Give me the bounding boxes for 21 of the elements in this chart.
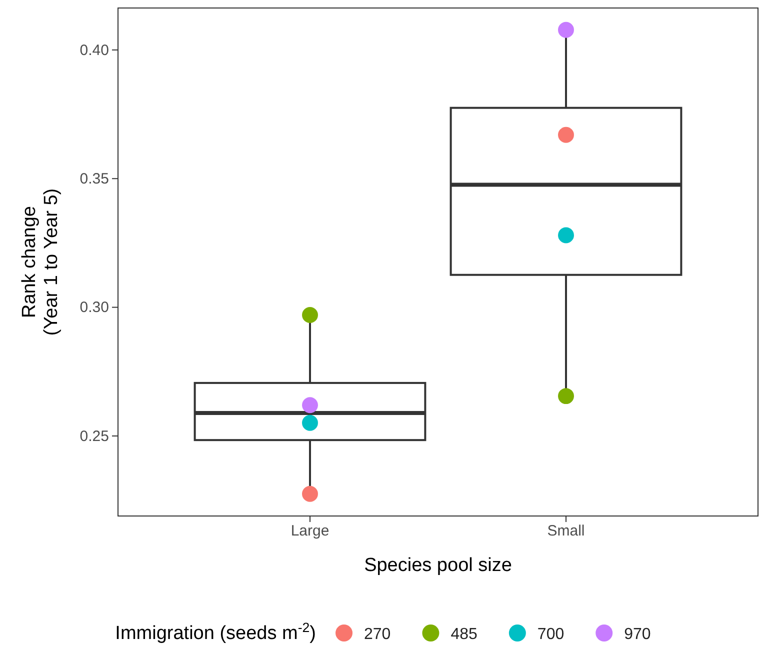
y-tick-label: 0.25 — [80, 428, 109, 445]
legend-label: 485 — [450, 626, 478, 643]
point — [302, 486, 318, 502]
point — [558, 22, 574, 38]
legend-label: 700 — [537, 626, 564, 643]
y-tick-label: 0.30 — [80, 299, 109, 316]
legend-title: Immigration (seeds m$^{-2}$) — [115, 620, 316, 644]
y-axis-title: Rank change (Year 1 to Year 5) — [19, 188, 62, 336]
y-tick-label: 0.35 — [80, 170, 109, 188]
y-tick-label: 0.40 — [80, 42, 109, 59]
x-axis-title: Species pool size — [364, 555, 512, 576]
legend-label: 970 — [624, 626, 651, 643]
point — [302, 397, 318, 414]
x-tick-label: Small — [547, 522, 585, 540]
x-tick-label: Large — [290, 522, 330, 540]
point — [302, 307, 318, 323]
point — [558, 388, 574, 404]
legend-label: 270 — [364, 626, 391, 643]
point — [558, 126, 574, 143]
point — [302, 414, 318, 431]
point — [558, 227, 574, 244]
